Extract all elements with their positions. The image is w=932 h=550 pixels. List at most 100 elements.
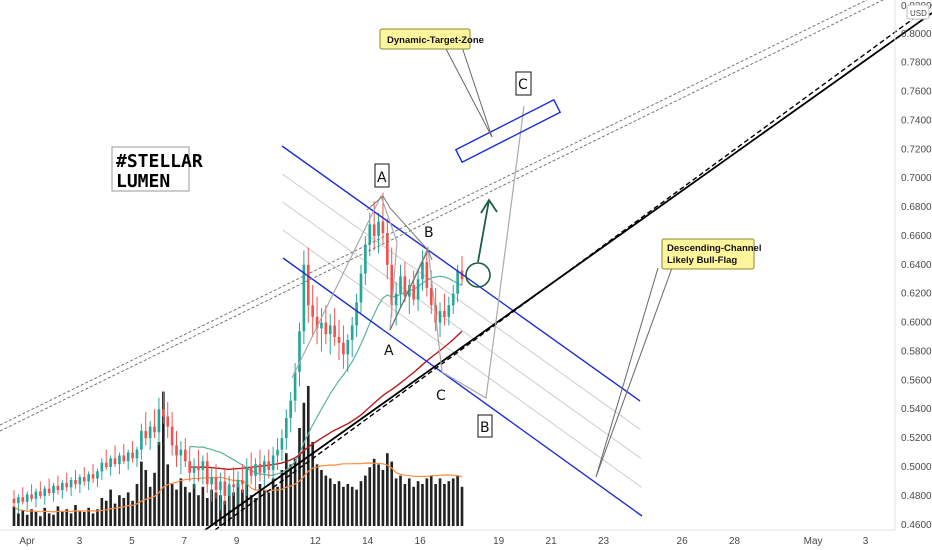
candle [197,449,200,482]
y-tick-label: 0.800000 [901,29,932,40]
volume-bar [399,475,402,526]
candle-body [263,461,266,473]
volume-bar [289,464,293,526]
volume-bar [337,481,341,526]
volume-bar [205,498,209,526]
candle-body [320,322,323,329]
volume-bar [328,478,332,526]
candle [306,247,310,323]
candle-body [399,276,402,294]
candle-body [113,458,117,465]
candle [280,429,284,462]
candle-body [104,462,108,468]
volume-bar [425,478,429,526]
currency-badge: USD [906,4,930,20]
x-tick-label: 14 [362,536,374,547]
candle [60,480,64,499]
candle-body [30,494,33,499]
x-tick-label: 7 [182,536,188,547]
volume-bar [280,470,284,526]
candle [284,409,288,450]
candle [144,412,148,446]
y-tick-label: 0.660000 [901,231,932,242]
candle-body [78,477,82,485]
volume-bar [17,513,20,526]
candle [126,449,130,470]
candle-body [179,449,183,456]
candle-body [293,371,297,401]
candle-body [429,287,433,306]
volume-bars [12,386,464,526]
upper-dashed-line [0,0,884,432]
candle [386,218,389,280]
candle-body [386,233,389,265]
y-tick-label: 0.680000 [901,202,932,213]
candle [52,482,55,502]
candle-body [346,339,350,355]
candle [271,446,275,482]
fib-line [282,201,642,459]
candle [210,467,213,502]
y-tick-label: 0.600000 [901,318,932,329]
volume-bar [56,506,60,526]
candle [192,458,196,489]
candle [39,481,42,499]
candlesticks [12,192,464,514]
volume-bar [245,481,249,526]
wave-path-mid [389,249,429,331]
candle-body [342,342,345,355]
candle-body [403,276,407,297]
x-tick-label: 12 [310,536,322,547]
candle [43,485,47,505]
candle-body [144,430,148,439]
candle [87,471,90,491]
volume-bar [359,481,363,526]
candle [122,443,126,465]
volume-bar [447,481,451,526]
candle [460,256,464,286]
candle [359,264,363,314]
candle-body [311,305,314,317]
candle-body [377,221,380,236]
candle [25,491,29,511]
volume-bar [350,486,354,526]
candle-body [394,293,398,306]
candle-body [100,462,104,472]
volume-bar [364,475,367,526]
candle-body [368,224,372,245]
candle [289,391,293,433]
upper-dashed-line [0,0,868,426]
candle [179,441,183,475]
candle-body [438,311,442,323]
candle [188,446,192,482]
volume-bar [219,495,222,526]
volume-bar [126,492,130,526]
volume-bar [320,470,323,526]
fib-line [281,173,641,431]
candle-body [416,279,420,300]
volume-bar [188,492,192,526]
volume-bar [183,486,187,526]
volume-bar [109,489,112,526]
candle [227,475,231,511]
candle-body [333,325,336,338]
x-tick-label: 16 [415,536,427,547]
volume-bar [30,509,33,526]
candle [241,464,244,494]
wave-label-box-a-top [374,163,390,188]
candle [407,279,411,314]
volume-bar [39,516,42,526]
candle-body [456,270,459,294]
candle-body [364,244,367,274]
breakout-circle [465,262,491,288]
volume-bar [377,464,380,526]
y-tick-label: 0.620000 [901,289,932,300]
candle-body [25,494,29,502]
callout-channel-line1: Descending-Channel [667,243,762,254]
candle-body [227,484,231,496]
candle-body [65,482,69,488]
channel-lower-line [282,257,643,517]
volume-bar [276,486,279,526]
volume-bar [162,391,165,526]
candle [276,438,279,470]
